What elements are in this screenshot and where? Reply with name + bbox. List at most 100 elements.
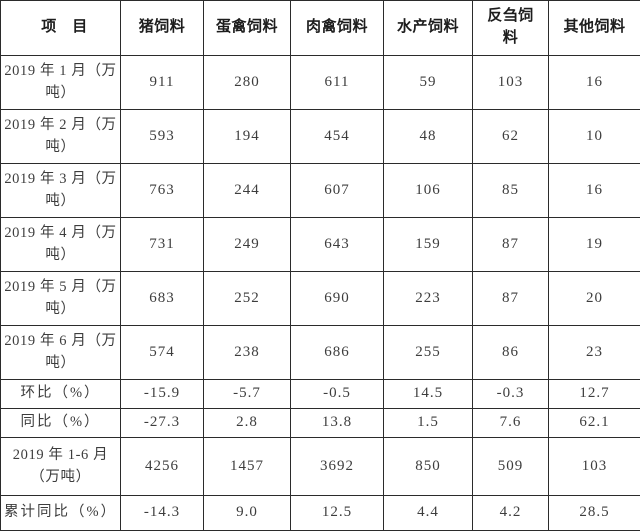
cell-meat: 643 — [291, 218, 384, 272]
row-label-line: 吨） — [45, 247, 75, 263]
cell-rum: 4.2 — [473, 496, 549, 531]
row-label-line: 吨） — [45, 139, 75, 155]
column-header-line: 项 目 — [41, 19, 88, 35]
cell-other: 12.7 — [549, 380, 640, 409]
column-header-meat: 肉禽饲料 — [291, 1, 384, 56]
column-header-item: 项 目 — [1, 1, 121, 56]
row-label-line: 2019 年 2 月（万 — [4, 117, 116, 133]
cell-aqua: 159 — [384, 218, 473, 272]
row-label-line: 吨） — [45, 355, 75, 371]
column-header-line: 反刍饲 — [487, 8, 534, 24]
cell-aqua: 4.4 — [384, 496, 473, 531]
cell-rum: 509 — [473, 438, 549, 496]
cell-egg: 1457 — [204, 438, 291, 496]
cell-egg: 280 — [204, 56, 291, 110]
cell-other: 62.1 — [549, 409, 640, 438]
column-header-line: 其他饲料 — [563, 19, 625, 35]
cell-aqua: 223 — [384, 272, 473, 326]
cell-rum: 85 — [473, 164, 549, 218]
cell-pig: -15.9 — [121, 380, 204, 409]
table-header: 项 目猪饲料蛋禽饲料肉禽饲料水产饲料反刍饲料其他饲料 — [1, 1, 640, 56]
cell-rum: 103 — [473, 56, 549, 110]
column-header-pig: 猪饲料 — [121, 1, 204, 56]
cell-rum: 87 — [473, 218, 549, 272]
column-header-line: 肉禽饲料 — [306, 19, 368, 35]
row-label-line: 2019 年 6 月（万 — [4, 333, 116, 349]
cell-rum: 87 — [473, 272, 549, 326]
row-label: 同比（%） — [1, 409, 121, 438]
cell-aqua: 106 — [384, 164, 473, 218]
cell-meat: -0.5 — [291, 380, 384, 409]
cell-other: 16 — [549, 164, 640, 218]
row-label: 2019 年 1-6 月 （万吨） — [1, 438, 121, 496]
cell-rum: -0.3 — [473, 380, 549, 409]
cell-rum: 86 — [473, 326, 549, 380]
cell-meat: 454 — [291, 110, 384, 164]
column-header-line: 水产饲料 — [397, 19, 459, 35]
cell-pig: 574 — [121, 326, 204, 380]
row-label: 累计同比（%） — [1, 496, 121, 531]
cell-rum: 7.6 — [473, 409, 549, 438]
cell-other: 23 — [549, 326, 640, 380]
cell-pig: 593 — [121, 110, 204, 164]
cell-pig: 731 — [121, 218, 204, 272]
column-header-line: 猪饲料 — [139, 19, 186, 35]
cell-meat: 686 — [291, 326, 384, 380]
cell-egg: 194 — [204, 110, 291, 164]
row-label-line: 2019 年 4 月（万 — [4, 225, 116, 241]
cell-pig: -27.3 — [121, 409, 204, 438]
row-label: 2019 年 2 月（万吨） — [1, 110, 121, 164]
row-label: 2019 年 5 月（万吨） — [1, 272, 121, 326]
cell-pig: -14.3 — [121, 496, 204, 531]
cell-meat: 611 — [291, 56, 384, 110]
cell-aqua: 255 — [384, 326, 473, 380]
cell-aqua: 48 — [384, 110, 473, 164]
cell-meat: 690 — [291, 272, 384, 326]
cell-other: 16 — [549, 56, 640, 110]
row-label: 2019 年 1 月（万吨） — [1, 56, 121, 110]
row-label-line: 2019 年 5 月（万 — [4, 279, 116, 295]
cell-meat: 3692 — [291, 438, 384, 496]
cell-egg: 249 — [204, 218, 291, 272]
cell-egg: 238 — [204, 326, 291, 380]
header-row: 项 目猪饲料蛋禽饲料肉禽饲料水产饲料反刍饲料其他饲料 — [1, 1, 640, 56]
row-label: 2019 年 6 月（万吨） — [1, 326, 121, 380]
column-header-rum: 反刍饲料 — [473, 1, 549, 56]
cell-rum: 62 — [473, 110, 549, 164]
cell-pig: 683 — [121, 272, 204, 326]
row-label-line: 吨） — [45, 85, 75, 101]
row-label-line: 2019 年 1-6 月 — [13, 447, 108, 463]
cell-aqua: 59 — [384, 56, 473, 110]
row-label-line: 2019 年 1 月（万 — [4, 63, 116, 79]
cell-egg: 252 — [204, 272, 291, 326]
cell-pig: 763 — [121, 164, 204, 218]
cell-egg: -5.7 — [204, 380, 291, 409]
cell-egg: 9.0 — [204, 496, 291, 531]
cell-meat: 607 — [291, 164, 384, 218]
row-label-line: （万吨） — [30, 469, 90, 485]
row-label: 2019 年 4 月（万吨） — [1, 218, 121, 272]
cell-other: 19 — [549, 218, 640, 272]
cell-aqua: 14.5 — [384, 380, 473, 409]
column-header-line: 蛋禽饲料 — [216, 19, 278, 35]
row-label-line: 吨） — [45, 301, 75, 317]
row-label-line: 吨） — [45, 193, 75, 209]
column-header-egg: 蛋禽饲料 — [204, 1, 291, 56]
cell-aqua: 1.5 — [384, 409, 473, 438]
cell-other: 103 — [549, 438, 640, 496]
cell-other: 28.5 — [549, 496, 640, 531]
column-header-line: 料 — [503, 30, 519, 46]
cell-other: 20 — [549, 272, 640, 326]
cell-pig: 4256 — [121, 438, 204, 496]
